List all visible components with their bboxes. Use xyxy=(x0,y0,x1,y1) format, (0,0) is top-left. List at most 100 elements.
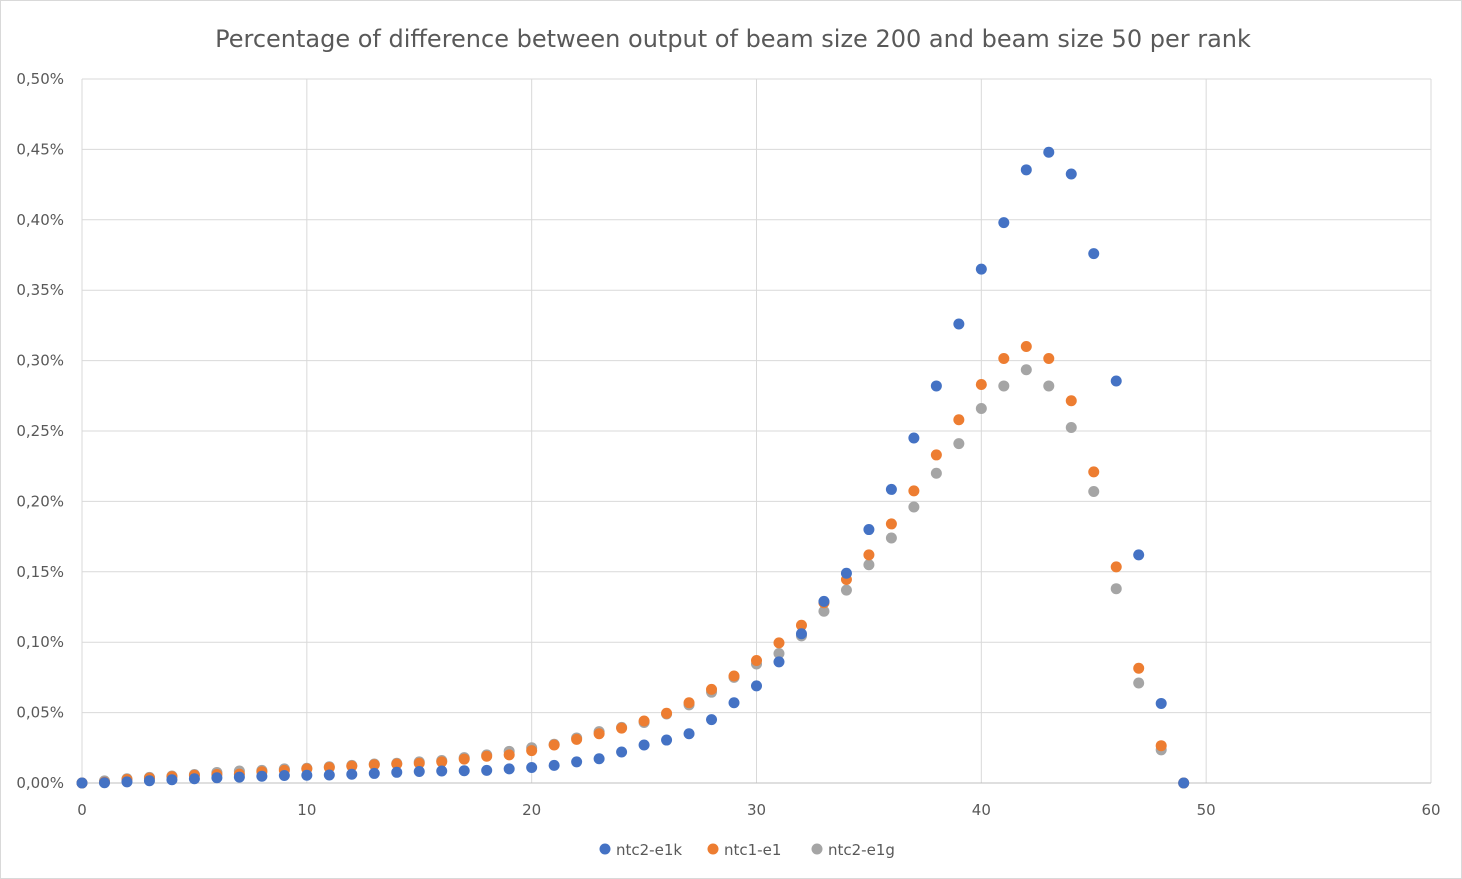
data-point xyxy=(323,769,335,781)
data-point xyxy=(998,352,1010,364)
legend-marker xyxy=(811,843,823,855)
data-point xyxy=(751,680,762,692)
data-point xyxy=(436,765,448,777)
data-point xyxy=(1133,677,1145,689)
x-axis-ticks: 0 10 20 30 40 50 60 xyxy=(77,801,1440,819)
y-tick-label: 0,00% xyxy=(16,774,64,792)
data-point xyxy=(818,605,830,617)
data-point xyxy=(930,380,942,392)
data-point xyxy=(1043,146,1055,158)
data-point xyxy=(481,764,493,776)
y-tick-label: 0,05% xyxy=(16,704,64,722)
data-point xyxy=(1088,248,1100,260)
data-point xyxy=(683,697,695,709)
legend: ntc2-e1k ntc1-e1 ntc2-e1g xyxy=(599,841,895,859)
data-point xyxy=(98,777,110,789)
data-point xyxy=(908,485,920,497)
x-tick-label: 20 xyxy=(522,801,541,819)
data-point xyxy=(863,524,875,536)
data-point xyxy=(346,760,358,772)
y-tick-label: 0,30% xyxy=(16,352,64,370)
data-point xyxy=(593,753,605,765)
x-tick-label: 10 xyxy=(297,801,316,819)
data-point xyxy=(571,756,583,768)
data-point xyxy=(391,766,403,778)
data-point xyxy=(840,567,852,579)
x-tick-label: 40 xyxy=(972,801,991,819)
data-point xyxy=(526,762,538,774)
data-point xyxy=(885,483,897,495)
data-point xyxy=(728,697,740,709)
data-point xyxy=(1088,466,1100,478)
y-tick-label: 0,25% xyxy=(16,422,64,440)
data-point xyxy=(1020,364,1032,376)
data-point xyxy=(526,745,538,757)
x-tick-label: 60 xyxy=(1421,801,1440,819)
data-point xyxy=(256,770,268,782)
data-point xyxy=(391,758,403,770)
data-point xyxy=(1065,168,1077,180)
chart-title: Percentage of difference between output … xyxy=(215,25,1251,53)
legend-item: ntc1-e1 xyxy=(707,841,781,859)
data-point xyxy=(1020,341,1032,353)
legend-item: ntc2-e1k xyxy=(599,841,682,859)
data-point xyxy=(413,765,425,777)
legend-label: ntc2-e1k xyxy=(616,841,682,859)
data-point xyxy=(458,765,470,777)
legend-label: ntc1-e1 xyxy=(724,841,781,859)
data-point xyxy=(436,756,448,768)
data-point xyxy=(1133,662,1145,674)
data-point xyxy=(795,628,807,640)
data-point xyxy=(1043,380,1055,392)
data-point xyxy=(953,438,965,450)
data-point xyxy=(975,263,987,275)
data-point xyxy=(1088,486,1100,498)
data-point xyxy=(368,767,380,779)
series-points xyxy=(76,146,1190,789)
data-point xyxy=(1065,395,1077,407)
y-tick-label: 0,20% xyxy=(16,492,64,510)
data-point xyxy=(1020,164,1032,176)
series-ntc2-e1g xyxy=(76,364,1190,789)
data-point xyxy=(481,750,493,762)
data-point xyxy=(638,715,650,727)
data-point xyxy=(998,217,1010,229)
data-point xyxy=(683,728,695,740)
data-point xyxy=(143,775,155,787)
data-point xyxy=(706,714,718,726)
y-axis-ticks: 0,00% 0,05% 0,10% 0,15% 0,20% 0,25% 0,30% 0,35%… xyxy=(16,70,64,792)
data-point xyxy=(368,759,380,771)
data-point xyxy=(1110,375,1122,387)
data-point xyxy=(1043,352,1055,364)
data-point xyxy=(278,770,290,782)
data-point xyxy=(818,595,830,607)
data-point xyxy=(975,402,987,414)
data-point xyxy=(616,746,628,758)
data-point xyxy=(953,414,965,426)
legend-marker xyxy=(707,843,719,855)
data-point xyxy=(548,739,560,751)
data-point xyxy=(211,772,223,784)
y-tick-label: 0,35% xyxy=(16,281,64,299)
data-point xyxy=(233,771,245,783)
data-point xyxy=(1110,561,1122,573)
data-point xyxy=(1110,583,1122,595)
grid xyxy=(81,78,1432,784)
data-point xyxy=(166,774,178,786)
data-point xyxy=(661,734,673,746)
data-point xyxy=(706,683,718,695)
y-tick-label: 0,50% xyxy=(16,70,64,88)
data-point xyxy=(863,549,875,561)
data-point xyxy=(975,379,987,391)
data-point xyxy=(751,655,762,667)
data-point xyxy=(301,769,313,781)
series-ntc1-e1 xyxy=(76,341,1190,789)
data-point xyxy=(863,559,875,571)
data-point xyxy=(1155,697,1167,709)
y-tick-label: 0,40% xyxy=(16,211,64,229)
data-point xyxy=(930,467,942,479)
data-point xyxy=(571,733,583,745)
series-ntc2-e1k xyxy=(76,146,1190,789)
